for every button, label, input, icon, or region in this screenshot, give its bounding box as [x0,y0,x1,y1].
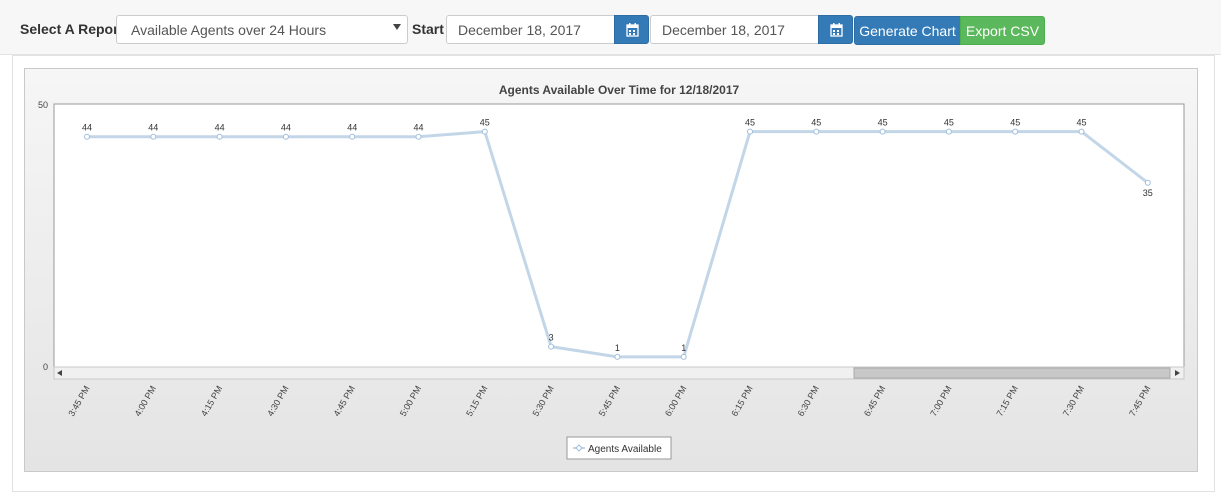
data-point[interactable] [813,128,820,135]
data-point[interactable] [945,128,952,135]
x-tick-label: 5:00 PM [398,384,423,418]
data-point[interactable] [1144,179,1151,186]
calendar-icon [830,23,843,37]
end-date-input[interactable]: December 18, 2017 [650,15,819,44]
select-report-label: Select A Report [20,21,124,37]
data-point[interactable] [879,128,886,135]
dropdown-caret-icon [393,24,401,30]
data-point[interactable] [481,128,488,135]
data-point[interactable] [614,353,621,360]
data-label: 45 [878,118,888,128]
start-date-value: December 18, 2017 [458,22,581,38]
data-point[interactable] [548,343,555,350]
data-label: 44 [215,123,225,133]
plot-area [53,103,1185,368]
end-date-value: December 18, 2017 [662,22,785,38]
data-point[interactable] [415,133,422,140]
data-point[interactable] [349,133,356,140]
x-tick-label: 5:15 PM [464,384,489,418]
start-label: Start [412,21,444,37]
scrollbar-thumb[interactable] [853,367,1171,379]
data-label: 44 [148,123,158,133]
data-point[interactable] [1078,128,1085,135]
data-label: 44 [281,123,291,133]
x-tick-label: 6:30 PM [796,384,821,418]
data-point[interactable] [84,133,90,140]
data-label: 45 [480,118,490,128]
x-tick-label: 4:00 PM [133,384,158,418]
x-tick-label: 6:15 PM [729,384,754,418]
report-toolbar: Select A Report Available Agents over 24… [0,0,1221,55]
x-tick-label: 6:00 PM [663,384,688,418]
data-point[interactable] [747,128,753,135]
legend-box [566,436,672,460]
data-label: 45 [944,118,954,128]
data-point[interactable] [680,353,687,360]
x-tick-label: 3:45 PM [66,384,91,418]
data-label: 35 [1143,188,1153,198]
start-calendar-button[interactable] [614,15,649,44]
x-tick-label: 4:30 PM [265,384,290,418]
report-select-value: Available Agents over 24 Hours [131,22,327,38]
export-csv-button[interactable]: Export CSV [960,16,1045,45]
data-label: 45 [1010,118,1020,128]
data-label: 44 [82,123,92,133]
x-tick-label: 7:00 PM [928,384,953,418]
x-tick-label: 7:30 PM [1061,384,1086,418]
start-date-input[interactable]: December 18, 2017 [446,15,615,44]
x-tick-label: 7:45 PM [1127,384,1152,418]
scroll-left-icon[interactable] [57,370,62,376]
chart-scrollbar[interactable] [53,366,1185,380]
report-select[interactable]: Available Agents over 24 Hours [116,15,408,44]
legend-marker-icon [575,444,583,452]
x-tick-label: 5:30 PM [530,384,555,418]
data-label: 44 [413,123,423,133]
data-label: 1 [681,343,686,353]
data-label: 45 [745,118,755,128]
x-tick-label: 5:45 PM [597,384,622,418]
data-point[interactable] [1012,128,1019,135]
x-tick-label: 4:15 PM [199,384,224,418]
generate-chart-button[interactable]: Generate Chart [854,16,961,45]
data-label: 3 [549,333,554,343]
scroll-right-icon[interactable] [1175,370,1180,376]
x-tick-label: 4:45 PM [332,384,357,418]
chart-legend: Agents Available [566,436,672,460]
chart-title: Agents Available Over Time for 12/18/201… [499,83,740,97]
data-point[interactable] [150,133,157,140]
data-label: 45 [1076,118,1086,128]
data-point[interactable] [282,133,289,140]
end-calendar-button[interactable] [818,15,853,44]
y-tick-label: 0 [43,362,48,372]
data-label: 44 [347,123,357,133]
data-label: 1 [615,343,620,353]
x-tick-label: 6:45 PM [862,384,887,418]
calendar-icon [626,23,639,37]
data-point[interactable] [216,133,223,140]
y-tick-label: 50 [38,100,48,110]
legend-label: Agents Available [588,444,662,455]
x-tick-label: 7:15 PM [995,384,1020,418]
data-label: 45 [811,118,821,128]
